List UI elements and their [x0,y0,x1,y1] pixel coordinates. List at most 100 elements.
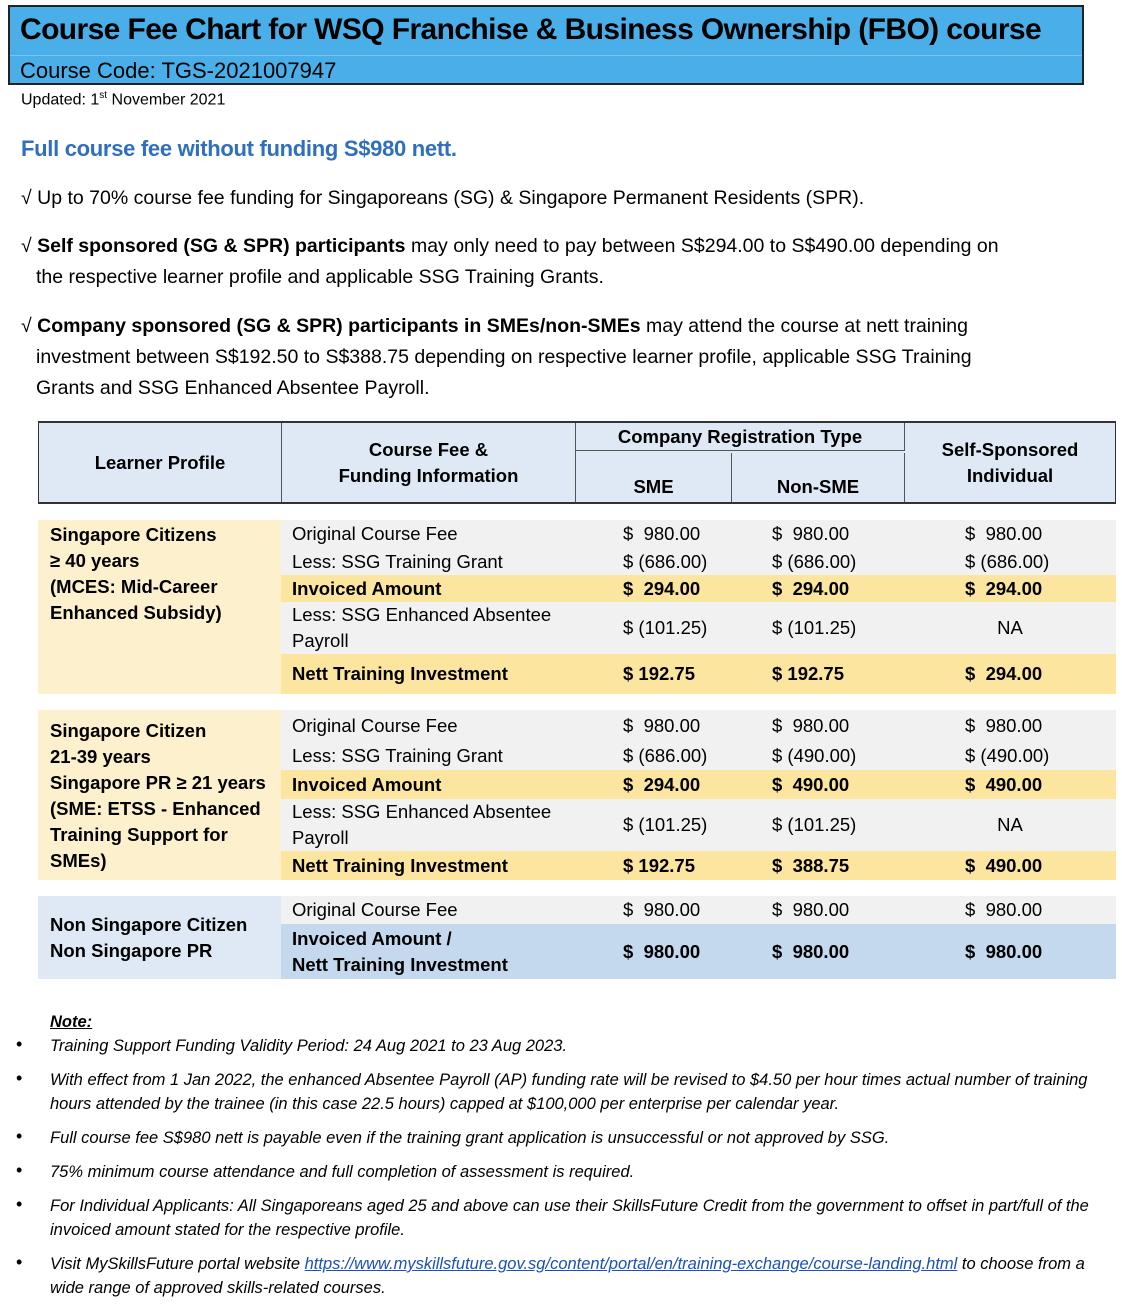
non-sme-value: $ 388.75 [772,854,850,876]
header-course-fee-line: Course Fee & [368,438,489,460]
updated-suffix: November 2021 [107,91,226,109]
table-row: Nett Training Investment $ 192.75 $ 388.75… [281,851,1116,880]
learner-profile-line: (MCES: Mid-Career [50,576,218,597]
table-row: Less: SSG Enhanced Absentee Payroll $ (101… [281,602,1116,654]
note-item: • Visit MySkillsFuture portal website htt… [16,1252,1120,1300]
learner-profile-line: Singapore Citizen [50,720,207,741]
bullet-continuation: Grants and SSG Enhanced Absentee Payroll… [36,377,430,399]
bullet-icon: • [16,1126,23,1146]
sme-value: $ (101.25) [623,814,708,835]
learner-group: Singapore Citizens ≥ 40 years (MCES: Mid-C… [38,520,1116,694]
divider [10,55,1082,56]
document-title: Course Fee Chart for WSQ Franchise & Bus… [20,13,1042,46]
header-banner: Course Fee Chart for WSQ Franchise & Bus… [8,5,1084,85]
note-text: Full course fee S$980 nett is payable ev… [50,1129,890,1147]
row-label: Nett Training Investment [281,661,575,687]
non-sme-value: $ 980.00 [772,899,850,920]
fee-table: Learner Profile Course Fee & Funding Info… [38,421,1116,979]
myskillsfuture-link[interactable]: https://www.myskillsfuture.gov.sg/conten… [304,1255,958,1273]
row-label-line: Invoiced Amount [292,773,442,795]
header-self-line: Self-Sponsored [941,438,1079,460]
learner-profile-line: (SME: ETSS - Enhanced [50,798,261,819]
self-sponsored-value: $ 490.00 [965,773,1043,795]
header-course-fee: Course Fee & Funding Information [282,423,576,502]
row-label: Less: SSG Training Grant [281,549,575,575]
table-row: Original Course Fee $ 980.00 $ 980.00 $ 980… [281,520,1116,548]
updated-date: Updated: 1st November 2021 [21,90,225,109]
check-mark: √ [21,235,32,257]
learner-profile-line: Singapore PR ≥ 21 years [50,772,266,793]
bullet-icon: • [16,1034,23,1054]
row-label-line: Nett Training Investment [292,953,508,975]
learner-profile: Singapore Citizen 21-39 years Singapore PR… [38,710,281,880]
row-label-line: Less: SSG Training Grant [292,744,503,766]
check-mark: √ [21,315,32,337]
sme-value: $ 980.00 [623,523,701,544]
note-text: Visit MySkillsFuture portal website [50,1255,305,1273]
fee-rows: Original Course Fee $ 980.00 $ 980.00 $ 980… [281,520,1116,694]
table-row: Nett Training Investment $ 192.75 $ 192.75… [281,654,1116,694]
check-mark: √ [21,187,32,209]
updated-sup: st [99,90,108,101]
bullet-continuation: investment between S$192.50 to S$388.75 … [36,346,972,368]
bullet-icon: • [16,1068,23,1088]
learner-group: Non Singapore Citizen Non Singapore PR Ori… [38,896,1116,979]
row-label-line: Original Course Fee [292,523,458,544]
self-sponsored-value: $ 294.00 [965,577,1043,599]
learner-profile-line: Non Singapore Citizen [50,913,248,935]
learner-group: Singapore Citizen 21-39 years Singapore PR… [38,710,1116,880]
table-row: Invoiced Amount $ 294.00 $ 294.00 $ 294.00 [281,575,1116,602]
bullet-icon: • [16,1160,23,1180]
row-label: Invoiced Amount [281,772,575,798]
sme-value: $ 192.75 [623,663,696,684]
non-sme-value: $ 490.00 [772,773,850,795]
note-text: Training Support Funding Validity Period… [50,1037,568,1055]
header-sme: SME [576,453,732,502]
row-label-line: Less: SSG Training Grant [292,550,503,572]
bullet-text: may only need to pay between S$294.00 to… [405,235,999,257]
non-sme-value: $ 192.75 [772,663,845,684]
bullet-text: may attend the course at nett training [640,315,968,337]
row-label: Invoiced Amount / Nett Training Investmen… [281,926,575,978]
learner-profile-line: Non Singapore PR [50,939,213,961]
note-text: With effect from 1 Jan 2022, the enhance… [50,1071,1088,1113]
self-sponsored-value: $ 980.00 [965,714,1043,736]
notes-section: Note: • Training Support Funding Validity… [16,1010,1120,1300]
fee-rows: Original Course Fee $ 980.00 $ 980.00 $ 980… [281,710,1116,880]
note-item: • Full course fee S$980 nett is payable e… [16,1126,1120,1150]
sme-value: $ 980.00 [623,899,701,920]
table-row: Original Course Fee $ 980.00 $ 980.00 $ 980… [281,896,1116,924]
row-label-line: Less: SSG Enhanced Absentee [292,604,552,625]
row-label-line: Original Course Fee [292,899,458,920]
table-row: Less: SSG Training Grant $ (686.00) $ (686… [281,548,1116,575]
bullet-icon: • [16,1194,23,1214]
row-label-line: Payroll [292,827,349,848]
row-label-line: Original Course Fee [292,714,458,736]
learner-profile-line: Enhanced Subsidy) [50,602,222,623]
row-label: Nett Training Investment [281,853,575,879]
row-label: Less: SSG Enhanced Absentee Payroll [281,799,575,851]
self-sponsored-value: $ 294.00 [965,663,1043,684]
note-item: • Training Support Funding Validity Perio… [16,1034,1120,1058]
bullet-point: √ Up to 70% course fee funding for Singa… [21,183,1101,214]
table-row: Original Course Fee $ 980.00 $ 980.00 $ 980… [281,710,1116,741]
non-sme-value: $ 294.00 [772,577,850,599]
note-item: • 75% minimum course attendance and full … [16,1160,1120,1184]
header-learner-profile: Learner Profile [39,423,282,502]
row-label-line: Payroll [292,630,349,651]
bullet-bold-text: Company sponsored (SG & SPR) participant… [31,315,641,337]
bullet-point: √ Company sponsored (SG & SPR) participa… [21,311,1101,404]
bullet-point: √ Self sponsored (SG & SPR) participants… [21,231,1101,293]
sme-value: $ (686.00) [623,550,708,572]
sme-value: $ 294.00 [623,577,701,599]
sme-value: $ 294.00 [623,773,701,795]
sme-value: $ (101.25) [623,617,708,638]
table-row: Less: SSG Training Grant $ (686.00) $ (490… [281,741,1116,770]
notes-title: Note: [50,1013,93,1031]
table-row: Less: SSG Enhanced Absentee Payroll $ (101… [281,799,1116,851]
learner-profile-line: Singapore Citizens [50,524,217,545]
sme-value: $ 980.00 [623,714,701,736]
table-header: Learner Profile Course Fee & Funding Info… [38,421,1116,504]
header-company-registration: Company Registration Type [576,423,905,451]
learner-profile: Non Singapore Citizen Non Singapore PR [38,896,281,979]
